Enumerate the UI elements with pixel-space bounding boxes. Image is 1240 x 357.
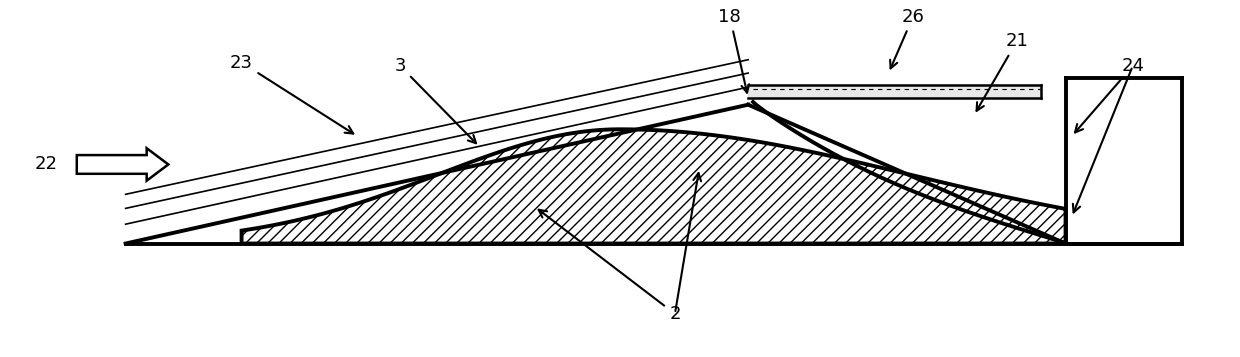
Text: 3: 3 [394, 57, 476, 143]
Text: 26: 26 [890, 8, 924, 69]
Text: 24: 24 [1075, 57, 1145, 132]
Polygon shape [242, 129, 1065, 243]
Text: 23: 23 [231, 54, 353, 134]
Text: 22: 22 [35, 155, 58, 174]
Text: 2: 2 [538, 210, 681, 323]
Polygon shape [77, 148, 169, 181]
Text: 21: 21 [977, 32, 1028, 111]
Text: 18: 18 [718, 8, 749, 93]
